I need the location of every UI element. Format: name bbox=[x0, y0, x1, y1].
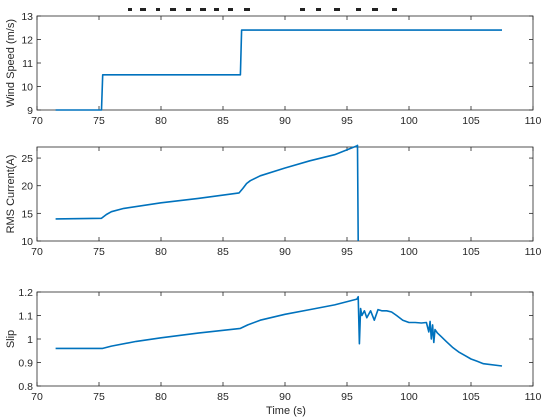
x-tick-label: 70 bbox=[31, 115, 43, 127]
x-tick-label: 110 bbox=[525, 391, 542, 403]
y-tick-label: 1.2 bbox=[18, 287, 33, 299]
cropped-title-fragment bbox=[128, 8, 397, 11]
series-line bbox=[55, 144, 359, 242]
x-tick-label: 85 bbox=[217, 391, 229, 403]
x-tick-label: 110 bbox=[525, 246, 542, 258]
y-axis-label: Slip bbox=[5, 330, 17, 348]
axes-frame bbox=[36, 15, 534, 111]
y-tick-label: 1.1 bbox=[18, 311, 33, 323]
x-tick-label: 105 bbox=[462, 115, 480, 127]
y-tick-label: 10 bbox=[21, 82, 33, 94]
x-tick-label: 95 bbox=[341, 246, 353, 258]
y-tick-label: 9 bbox=[27, 105, 33, 117]
x-tick-label: 100 bbox=[400, 246, 418, 258]
y-tick-label: 13 bbox=[21, 11, 33, 23]
y-tick-label: 20 bbox=[21, 181, 33, 193]
y-tick-label: 0.8 bbox=[18, 381, 33, 393]
plot-panel-3: 70 75 80 85 90 95 100 105 110 0.8 0.9 1 1.1 1.2 Slip bbox=[5, 287, 542, 403]
y-axis-label: RMS Current(A) bbox=[5, 155, 17, 234]
plot-panel-1: 70 75 80 85 90 95 100 105 110 9 10 11 12 13 Wind Speed… bbox=[5, 11, 542, 127]
x-tick-label: 110 bbox=[525, 115, 542, 127]
series-line bbox=[55, 295, 503, 367]
x-tick-label: 75 bbox=[93, 115, 105, 127]
y-tick-label: 1 bbox=[27, 334, 33, 346]
y-tick-label: 25 bbox=[21, 153, 33, 165]
x-tick-label: 105 bbox=[462, 391, 480, 403]
x-tick-label: 75 bbox=[93, 246, 105, 258]
y-axis-label: Wind Speed (m/s) bbox=[5, 19, 17, 107]
y-tick-label: 12 bbox=[21, 35, 33, 47]
x-tick-label: 100 bbox=[400, 391, 418, 403]
x-tick-label: 105 bbox=[462, 246, 480, 258]
x-tick-label: 95 bbox=[341, 115, 353, 127]
x-tick-label: 90 bbox=[279, 246, 291, 258]
x-tick-label: 90 bbox=[279, 391, 291, 403]
x-tick-label: 100 bbox=[400, 115, 418, 127]
y-tick-label: 0.9 bbox=[18, 358, 33, 370]
axes-frame bbox=[36, 291, 534, 387]
x-tick-label: 90 bbox=[279, 115, 291, 127]
y-tick-label: 15 bbox=[21, 208, 33, 220]
x-tick-label: 75 bbox=[93, 391, 105, 403]
x-axis-label: Time (s) bbox=[266, 405, 306, 417]
x-tick-label: 95 bbox=[341, 391, 353, 403]
x-tick-label: 80 bbox=[155, 391, 167, 403]
x-tick-label: 70 bbox=[31, 391, 43, 403]
x-tick-label: 85 bbox=[217, 115, 229, 127]
x-tick-label: 85 bbox=[217, 246, 229, 258]
y-tick-label: 11 bbox=[22, 58, 33, 70]
plot-panel-2: 70 75 80 85 90 95 100 105 110 10 15 20 25 RMS Current… bbox=[5, 144, 542, 258]
axes-frame bbox=[36, 146, 534, 242]
series-line bbox=[55, 29, 502, 111]
x-tick-label: 80 bbox=[155, 115, 167, 127]
x-tick-label: 80 bbox=[155, 246, 167, 258]
y-tick-label: 10 bbox=[21, 236, 33, 248]
x-tick-label: 70 bbox=[31, 246, 43, 258]
